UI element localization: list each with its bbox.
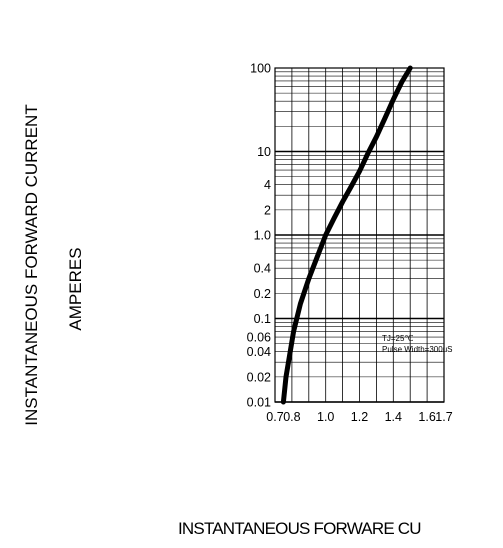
x-tick-label: 1.2 xyxy=(351,410,368,424)
y-tick-label: 0.2 xyxy=(254,287,271,301)
y-tick-label: 1.0 xyxy=(254,229,271,243)
x-tick-label: 1.0 xyxy=(317,410,334,424)
x-tick-label: 0.7 xyxy=(266,410,283,424)
plot-frame xyxy=(274,67,445,403)
y-tick-label: 0.4 xyxy=(254,262,271,276)
y-tick-label: 0.1 xyxy=(254,312,271,326)
x-tick-label: 1.4 xyxy=(385,410,402,424)
x-tick-label: 0.8 xyxy=(283,410,300,424)
annotation-text: TJ=25℃ xyxy=(382,334,413,343)
y-tick-label: 0.01 xyxy=(247,396,271,410)
y-tick-label: 0.02 xyxy=(247,370,271,384)
x-tick-label: 1.7 xyxy=(435,410,452,424)
y-tick-label: 10 xyxy=(257,145,271,159)
x-tick-label: 1.6 xyxy=(418,410,435,424)
y-tick-label: 100 xyxy=(250,62,271,76)
y-tick-label: 0.04 xyxy=(247,345,271,359)
series-line xyxy=(280,65,413,405)
annotation-text: Pulse Width=300uS xyxy=(382,345,453,354)
x-axis-label: INSTANTANEOUS FORWARE CU xyxy=(178,519,422,538)
y-tick-label: 4 xyxy=(264,178,271,192)
y-tick-label: 2 xyxy=(264,203,271,217)
y-tick-label: 0.06 xyxy=(247,331,271,345)
